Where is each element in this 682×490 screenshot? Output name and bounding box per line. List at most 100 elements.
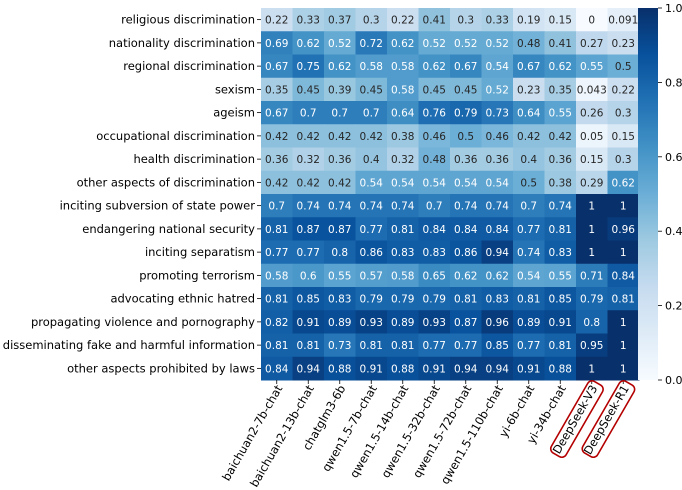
cell-value-label: 0.87 (328, 224, 351, 236)
cell-value-label: 0.94 (486, 247, 510, 259)
row-label: disseminating fake and harmful informati… (3, 338, 255, 352)
heatmap-cell (576, 54, 608, 79)
heatmap-cell (576, 356, 608, 381)
heatmap-cell (481, 101, 514, 125)
cell-value-label: 0.42 (328, 131, 351, 143)
cell-value-label: 0.83 (486, 294, 509, 306)
cell-value-label: 0.62 (486, 270, 509, 282)
heatmap-cell (261, 240, 293, 265)
cell-value-label: 0.58 (265, 270, 288, 282)
heatmap-cell (450, 101, 482, 125)
cell-value-label: 0.05 (580, 131, 603, 143)
heatmap-cell (261, 333, 293, 358)
cell-value-label: 0.86 (454, 247, 478, 259)
cell-value-label: 0.84 (423, 224, 447, 236)
heatmap-cell (544, 101, 577, 125)
cell-value-label: 0.22 (391, 15, 414, 27)
heatmap-cell (481, 147, 514, 172)
cell-value-label: 0.77 (297, 247, 320, 259)
cell-value-label: 1 (620, 340, 627, 352)
heatmap-cell (324, 287, 356, 311)
heatmap-cell (544, 263, 577, 288)
heatmap-cell (607, 77, 640, 102)
heatmap-cell (355, 310, 388, 334)
heatmap-cell (261, 356, 293, 381)
cell-value-label: 0.29 (580, 177, 603, 189)
heatmap-cell (261, 263, 293, 288)
heatmap-cell (324, 310, 356, 334)
heatmap-cell (481, 8, 514, 32)
cell-value-label: 0.84 (612, 270, 636, 282)
cell-value-label: 0.52 (454, 38, 477, 50)
heatmap-cell (450, 124, 482, 148)
heatmap-cell (324, 217, 356, 241)
cell-value-label: 0.54 (423, 177, 447, 189)
cell-value-label: 0.67 (265, 61, 288, 73)
cell-value-label: 0.7 (363, 108, 380, 120)
heatmap-cell (355, 54, 388, 79)
cell-value-label: 0.55 (328, 270, 351, 282)
heatmap-cell (355, 170, 388, 195)
colorbar-gradient (638, 8, 658, 380)
cell-value-label: 0.81 (391, 224, 414, 236)
cell-value-label: 0.84 (486, 224, 510, 236)
heatmap-cell (544, 54, 577, 79)
cell-value-label: 0.62 (423, 61, 446, 73)
heatmap-cell (513, 147, 545, 172)
heatmap-cell (418, 124, 451, 148)
heatmap-cell (387, 147, 419, 172)
cell-value-label: 0.62 (328, 61, 351, 73)
cell-value-label: 0.77 (454, 340, 477, 352)
heatmap-cell (292, 124, 325, 148)
heatmap-cell (324, 356, 356, 381)
cell-value-label: 0.74 (328, 201, 352, 213)
heatmap-cell (355, 287, 388, 311)
cell-value-label: 0.33 (486, 15, 509, 27)
column-highlights (549, 380, 636, 459)
cell-value-label: 0.42 (360, 131, 383, 143)
heatmap-cell (481, 124, 514, 148)
heatmap-cell (513, 54, 545, 79)
heatmap-cell (607, 310, 640, 334)
cell-value-label: 0.74 (360, 201, 384, 213)
heatmap-cell (355, 8, 388, 32)
cell-value-label: 0.89 (517, 317, 540, 329)
column-highlight-box (549, 380, 604, 459)
cell-value-label: 0 (588, 15, 595, 27)
heatmap-cell (544, 287, 577, 311)
heatmap-cell (544, 170, 577, 195)
cell-value-label: 1 (588, 247, 595, 259)
cell-value-label: 0.42 (265, 177, 288, 189)
heatmap-cell (292, 356, 325, 381)
cell-value-label: 0.86 (360, 247, 384, 259)
cell-value-label: 0.32 (297, 154, 320, 166)
heatmap-cell (450, 333, 482, 358)
heatmap-cell (576, 147, 608, 172)
cell-value-label: 0.5 (520, 177, 537, 189)
heatmap-cell (324, 8, 356, 32)
heatmap-cell (292, 333, 325, 358)
cell-value-label: 0.39 (328, 84, 351, 96)
heatmap-cell (292, 217, 325, 241)
row-label: inciting separatism (145, 245, 255, 259)
heatmap-cell (544, 356, 577, 381)
heatmap-cell (387, 240, 419, 265)
cell-value-label: 0.81 (391, 340, 414, 352)
heatmap-cell (481, 287, 514, 311)
cell-value-label: 0.81 (517, 294, 540, 306)
cell-value-label: 0.48 (423, 154, 446, 166)
heatmap-cell (607, 194, 640, 218)
cell-value-label: 0.58 (391, 84, 414, 96)
cell-value-label: 0.89 (328, 317, 351, 329)
cell-value-label: 0.88 (391, 363, 414, 375)
heatmap-cell (324, 240, 356, 265)
cell-value-label: 0.74 (297, 201, 321, 213)
heatmap-cell (355, 333, 388, 358)
heatmap-cell (576, 240, 608, 265)
heatmap-cell (544, 147, 577, 172)
cell-value-label: 0.55 (580, 61, 603, 73)
heatmap-cell (324, 333, 356, 358)
cell-value-label: 0.79 (423, 294, 446, 306)
cell-value-label: 0.55 (549, 270, 572, 282)
